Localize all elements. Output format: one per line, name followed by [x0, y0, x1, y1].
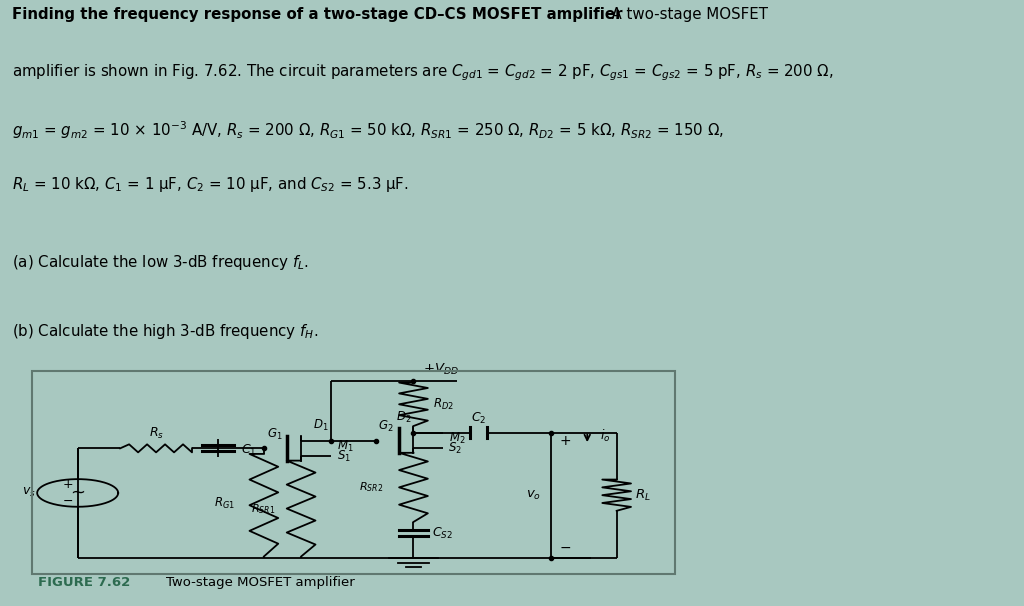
Text: $v_o$: $v_o$	[526, 488, 542, 502]
Text: $R_L$ = 10 kΩ, $C_1$ = 1 μF, $C_2$ = 10 μF, and $C_{S2}$ = 5.3 μF.: $R_L$ = 10 kΩ, $C_1$ = 1 μF, $C_2$ = 10 …	[12, 175, 409, 194]
Text: $v_s$: $v_s$	[22, 487, 36, 499]
Text: $G_1$: $G_1$	[267, 427, 283, 442]
Text: $M_1$: $M_1$	[337, 439, 353, 454]
Text: $R_{G1}$: $R_{G1}$	[214, 496, 236, 510]
Text: $R_{D2}$: $R_{D2}$	[433, 397, 454, 412]
Text: $M_2$: $M_2$	[450, 431, 466, 446]
Text: A two-stage MOSFET: A two-stage MOSFET	[602, 7, 768, 22]
Text: $i_o$: $i_o$	[600, 428, 610, 444]
Text: $R_{SR1}$: $R_{SR1}$	[251, 502, 275, 516]
Text: Finding the frequency response of a two-stage CD–CS MOSFET amplifier: Finding the frequency response of a two-…	[12, 7, 623, 22]
Text: $D_1$: $D_1$	[313, 418, 329, 433]
Text: Two-stage MOSFET amplifier: Two-stage MOSFET amplifier	[166, 576, 354, 588]
Text: +: +	[62, 478, 73, 491]
Text: $C_2$: $C_2$	[471, 410, 486, 425]
Text: $g_{m1}$ = $g_{m2}$ = 10 × 10$^{-3}$ A/V, $R_s$ = 200 Ω, $R_{G1}$ = 50 kΩ, $R_{S: $g_{m1}$ = $g_{m2}$ = 10 × 10$^{-3}$ A/V…	[12, 119, 724, 141]
Text: +: +	[559, 433, 570, 448]
Text: $C_1$: $C_1$	[241, 443, 256, 458]
Text: $D_2$: $D_2$	[396, 410, 412, 425]
Text: $G_2$: $G_2$	[378, 419, 394, 434]
Text: (b) Calculate the high 3-dB frequency $f_H$.: (b) Calculate the high 3-dB frequency $f…	[12, 322, 318, 341]
Text: $R_s$: $R_s$	[148, 425, 164, 441]
Text: −: −	[62, 495, 73, 508]
Text: $R_{SR2}$: $R_{SR2}$	[358, 481, 383, 494]
Text: ~: ~	[71, 484, 85, 502]
Text: $+V_{DD}$: $+V_{DD}$	[423, 362, 460, 377]
Text: $C_{S2}$: $C_{S2}$	[432, 525, 453, 541]
Text: FIGURE 7.62: FIGURE 7.62	[39, 576, 131, 588]
Text: amplifier is shown in Fig. 7.62. The circuit parameters are $C_{gd1}$ = $C_{gd2}: amplifier is shown in Fig. 7.62. The cir…	[12, 63, 834, 84]
Text: $R_L$: $R_L$	[635, 488, 650, 503]
Text: $S_1$: $S_1$	[337, 448, 351, 464]
Text: $S_2$: $S_2$	[449, 441, 462, 456]
Text: −: −	[559, 541, 570, 554]
Text: (a) Calculate the low 3-dB frequency $f_L$.: (a) Calculate the low 3-dB frequency $f_…	[12, 253, 309, 271]
